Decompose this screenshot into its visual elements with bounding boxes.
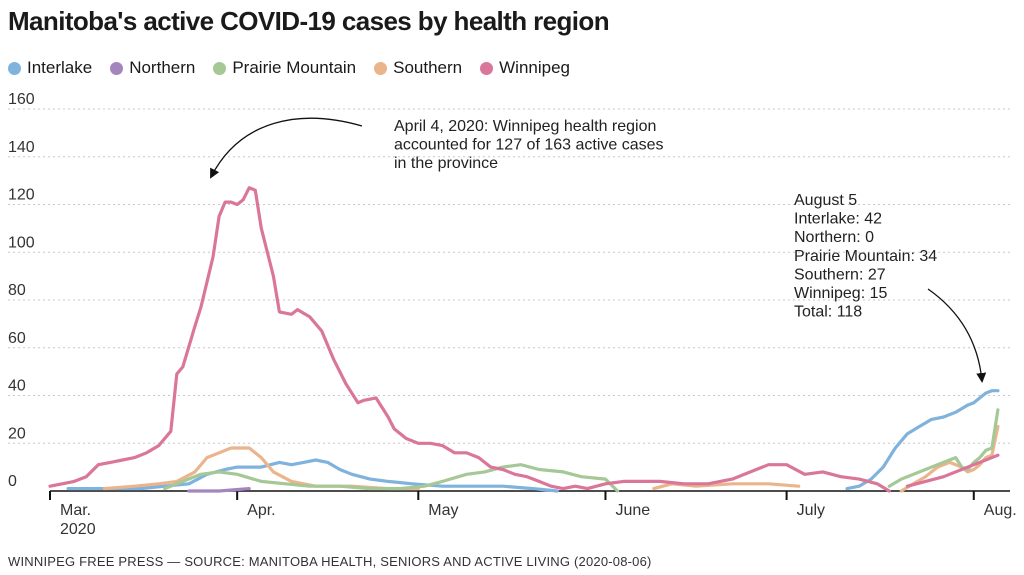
x-tick-label: Mar. <box>60 502 91 519</box>
line-chart: 0 20 40 60 80 100 120 140 160 Mar. 2020 Apr. May Jun… <box>8 91 1017 538</box>
legend-swatch-winnipeg <box>480 61 494 75</box>
series-line-prairie-mountain <box>163 463 620 493</box>
source-footer: WINNIPEG FREE PRESS — SOURCE: MANITOBA H… <box>8 554 652 569</box>
series-lines <box>48 186 1000 493</box>
series-line-southern <box>652 482 801 491</box>
y-tick-label: 100 <box>8 234 35 251</box>
legend-item-northern: Northern <box>110 58 195 78</box>
x-axis: Mar. 2020 Apr. May June July Aug. <box>49 490 1017 538</box>
x-tick-label: Apr. <box>247 502 275 519</box>
x-tick-label: June <box>615 502 650 519</box>
annotation-arrow <box>210 117 363 179</box>
legend-item-winnipeg: Winnipeg <box>480 58 570 78</box>
x-tick-label: Aug. <box>984 502 1017 519</box>
x-tick-label: 2020 <box>60 521 96 538</box>
legend-label-interlake: Interlake <box>27 58 93 77</box>
x-tick-label: May <box>428 502 458 519</box>
series-line-northern <box>187 487 251 493</box>
annotation-text: April 4, 2020: Winnipeg health region acc… <box>394 118 664 172</box>
series-line-winnipeg <box>48 186 891 493</box>
legend: Interlake Northern Prairie Mountain Sout… <box>8 58 570 78</box>
y-tick-label: 120 <box>8 187 35 204</box>
y-tick-label: 40 <box>8 378 26 395</box>
annotations: April 4, 2020: Winnipeg health region acc… <box>210 117 987 383</box>
legend-item-interlake: Interlake <box>8 58 92 78</box>
legend-swatch-interlake <box>8 61 21 75</box>
y-tick-label: 0 <box>8 473 17 490</box>
series-line-interlake <box>845 389 1000 491</box>
legend-swatch-northern <box>110 61 124 75</box>
gridlines <box>8 108 1010 444</box>
x-tick-label: July <box>797 502 825 519</box>
y-tick-label: 80 <box>8 282 26 299</box>
y-axis-ticks: 0 20 40 60 80 100 120 140 160 <box>8 91 35 490</box>
annotation-arrow <box>927 288 987 383</box>
legend-swatch-southern <box>374 61 388 75</box>
y-tick-label: 160 <box>8 91 35 108</box>
legend-label-winnipeg: Winnipeg <box>499 58 570 77</box>
y-tick-label: 20 <box>8 425 26 442</box>
series-line-interlake <box>66 458 559 493</box>
legend-item-southern: Southern <box>374 58 462 78</box>
series-line-winnipeg <box>905 453 1000 488</box>
legend-label-prairie-mountain: Prairie Mountain <box>232 58 357 77</box>
y-tick-label: 140 <box>8 139 35 156</box>
y-tick-label: 60 <box>8 330 26 347</box>
legend-label-southern: Southern <box>393 58 463 77</box>
legend-swatch-prairie-mountain <box>213 61 227 75</box>
chart-title: Manitoba's active COVID-19 cases by heal… <box>8 6 610 36</box>
legend-item-prairie-mountain: Prairie Mountain <box>213 58 356 78</box>
series-line-prairie-mountain <box>887 408 1000 488</box>
annotation-text: August 5 Interlake: 42 Northern: 0 Prairie … <box>794 192 937 321</box>
legend-label-northern: Northern <box>129 58 196 77</box>
